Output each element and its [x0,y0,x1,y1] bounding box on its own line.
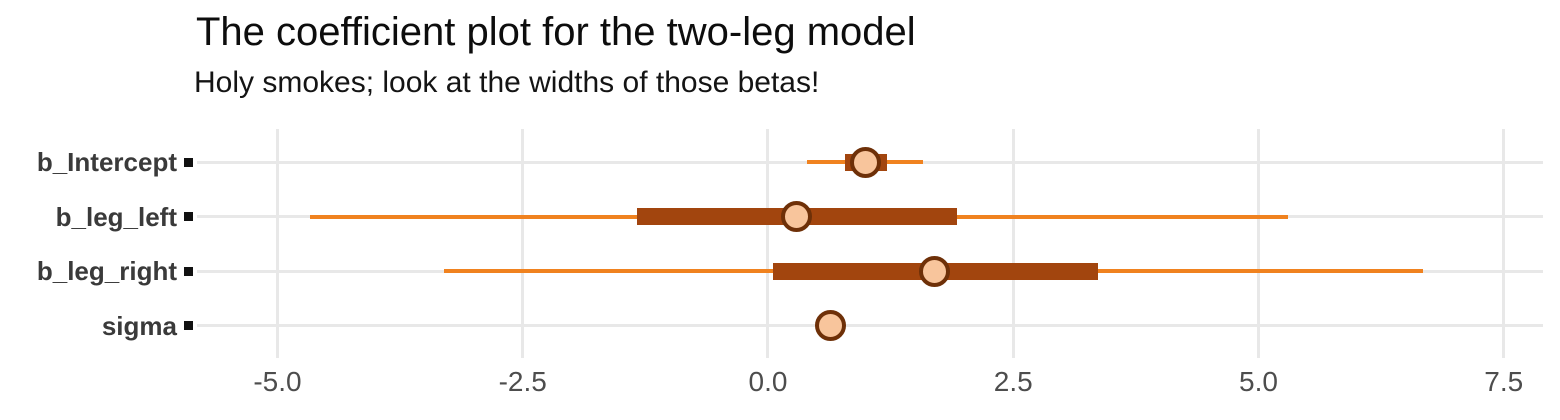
point-estimate-dot [919,255,951,287]
y-axis-tick-icon [184,212,193,222]
y-axis-category-label: b_Intercept [36,147,177,177]
x-gridline [1256,129,1260,358]
x-axis-tick-label: 7.5 [1484,366,1524,397]
x-axis-tick-label: 0.0 [748,366,788,397]
x-axis-tick-label: 5.0 [1239,366,1278,397]
point-estimate-dot [849,146,881,178]
y-axis-tick-icon [184,321,193,331]
y-axis-category-label: sigma [101,310,177,341]
x-gridline [766,129,770,358]
x-gridline [521,129,525,358]
y-axis-category-label: b_leg_right [36,256,177,287]
x-axis-tick-label: -5.0 [253,366,302,397]
chart-subtitle: Holy smokes; look at the widths of those… [194,66,820,99]
chart-title: The coefficient plot for the two-leg mod… [196,10,916,54]
x-gridline [275,129,279,358]
y-gridline [197,324,1543,328]
point-estimate-dot [815,310,847,342]
x-gridline [1502,129,1506,358]
x-gridline [1011,129,1015,358]
point-estimate-dot [780,201,812,233]
y-axis-tick-icon [184,266,193,276]
y-axis-tick-icon [184,157,193,167]
x-axis-tick-label: -2.5 [498,366,547,397]
y-axis-category-label: b_leg_left [55,201,177,232]
x-axis-tick-label: 2.5 [993,366,1033,397]
